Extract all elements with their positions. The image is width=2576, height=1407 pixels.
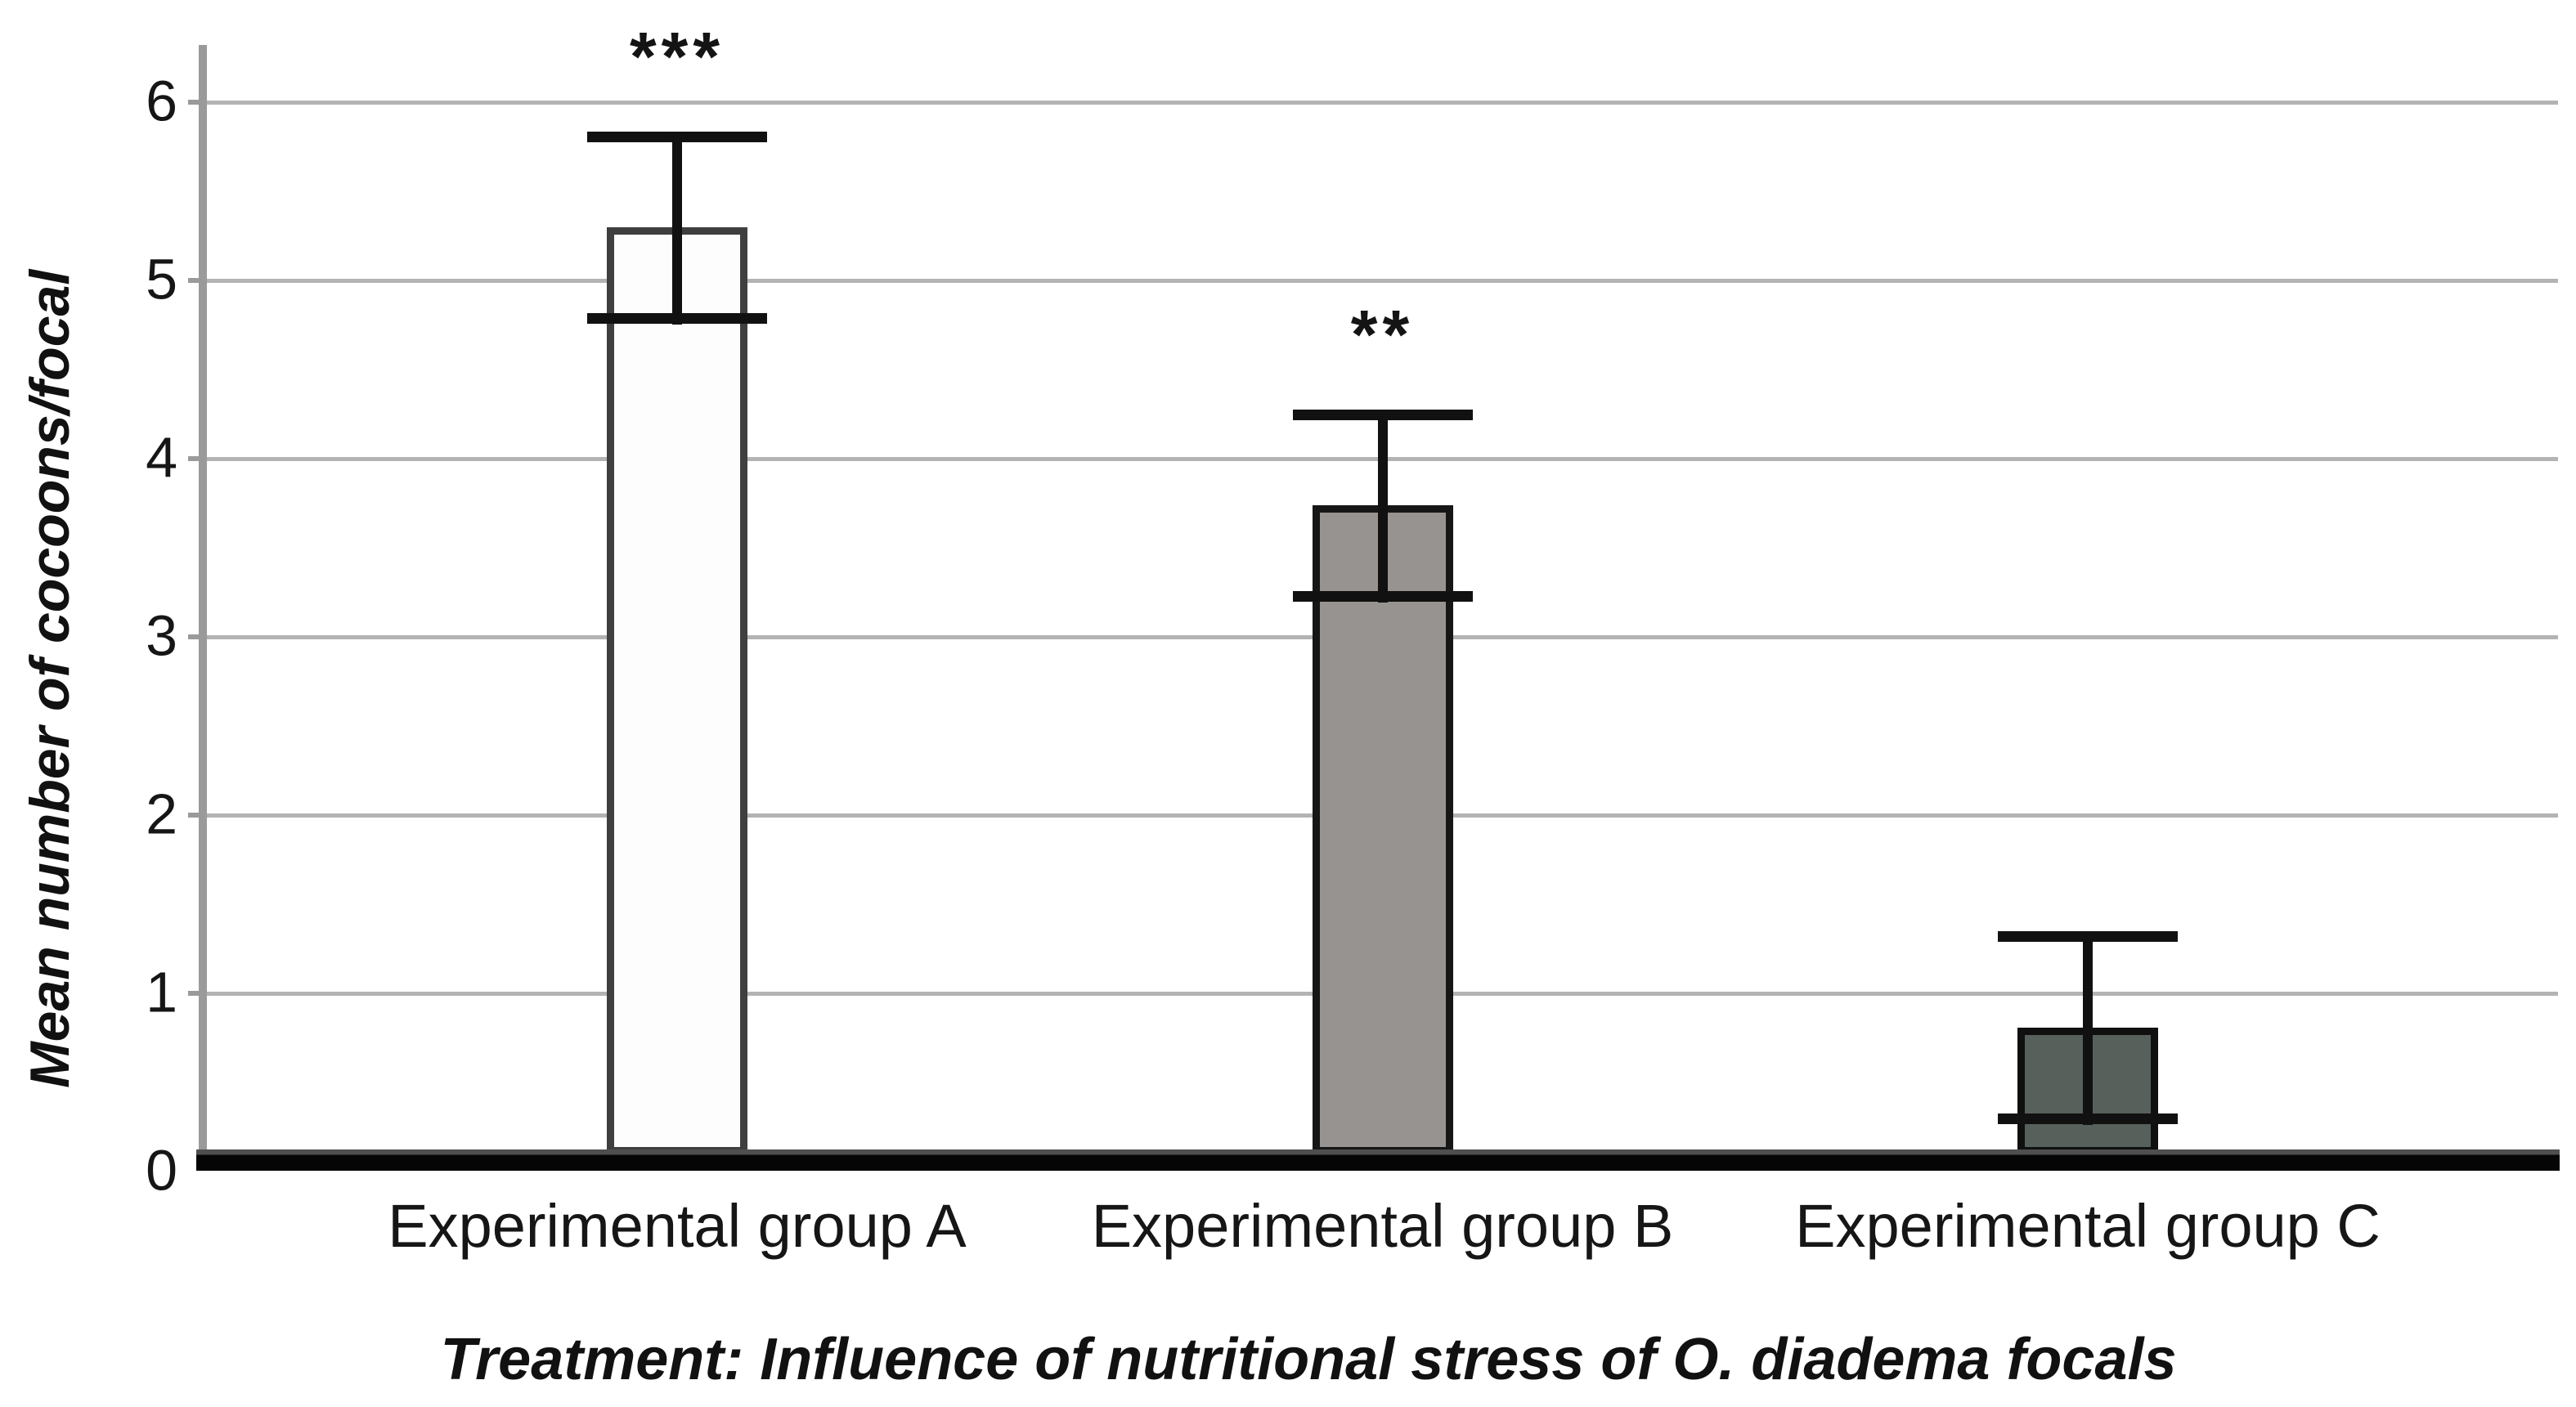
y-tick-label: 5 xyxy=(146,247,177,311)
x-axis-baseline xyxy=(196,1149,2560,1171)
gridline xyxy=(206,279,2558,283)
bar-a xyxy=(607,226,747,1154)
y-axis-tick xyxy=(188,813,200,818)
y-tick-label: 1 xyxy=(146,960,177,1024)
error-bar-cap-bottom xyxy=(587,312,767,324)
error-bar-cap-bottom xyxy=(1292,591,1473,603)
x-axis-title: Treatment: Influence of nutritional stre… xyxy=(440,1327,2177,1392)
error-bar-cap-top xyxy=(1998,931,2178,943)
y-axis-tick xyxy=(188,991,200,996)
error-bar-cap-top xyxy=(587,131,767,142)
x-category-label: Experimental group A xyxy=(388,1192,967,1260)
error-bar-cap-top xyxy=(1292,409,1473,420)
y-axis-line xyxy=(199,45,207,1156)
y-tick-label: 6 xyxy=(146,69,177,133)
y-tick-label: 2 xyxy=(146,782,177,846)
y-axis-tick xyxy=(188,100,200,105)
y-tick-label: 0 xyxy=(146,1138,177,1203)
y-axis-title: Mean number of cocoons/focal xyxy=(19,269,81,1088)
x-category-label: Experimental group B xyxy=(1091,1192,1674,1260)
error-bar-line xyxy=(672,136,682,325)
gridline xyxy=(206,101,2558,105)
error-bar-cap-bottom xyxy=(1998,1113,2178,1124)
y-tick-label: 3 xyxy=(146,603,177,668)
y-axis-tick xyxy=(188,634,200,639)
significance-label: ** xyxy=(1350,295,1415,373)
y-axis-tick xyxy=(188,456,200,461)
error-bar-line xyxy=(2083,936,2093,1125)
x-category-label: Experimental group C xyxy=(1795,1192,2381,1260)
significance-label: *** xyxy=(629,17,725,95)
y-tick-label: 4 xyxy=(146,425,177,490)
error-bar-line xyxy=(1377,414,1388,603)
y-axis-tick xyxy=(188,278,200,283)
